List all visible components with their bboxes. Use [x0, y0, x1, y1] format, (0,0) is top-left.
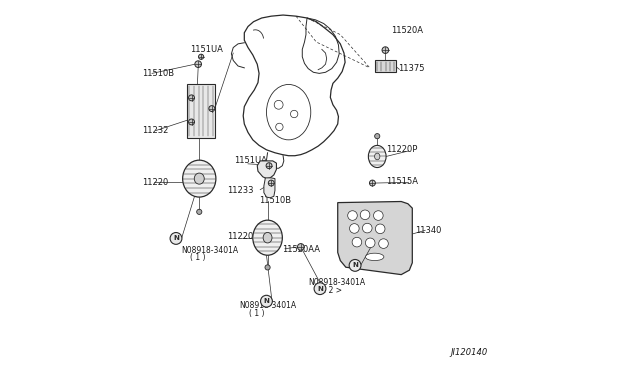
Text: 1151UA: 1151UA: [190, 45, 223, 54]
Text: N08918-3401A: N08918-3401A: [308, 278, 365, 287]
Text: N: N: [352, 262, 358, 268]
Circle shape: [362, 223, 372, 233]
Circle shape: [170, 232, 182, 244]
Text: < 2 >: < 2 >: [320, 286, 342, 295]
Circle shape: [195, 61, 202, 67]
Text: 11515A: 11515A: [387, 177, 419, 186]
Text: JI120140: JI120140: [451, 347, 488, 357]
Text: 11520AA: 11520AA: [282, 245, 321, 254]
Polygon shape: [264, 178, 275, 198]
Circle shape: [365, 238, 375, 248]
Circle shape: [314, 283, 326, 295]
Ellipse shape: [365, 253, 384, 260]
Circle shape: [266, 163, 272, 169]
Circle shape: [268, 180, 274, 186]
Circle shape: [298, 244, 304, 250]
Ellipse shape: [182, 160, 216, 197]
Text: 11220: 11220: [142, 178, 168, 187]
Text: 11340: 11340: [415, 226, 442, 235]
Ellipse shape: [263, 232, 272, 243]
Ellipse shape: [374, 153, 380, 160]
Circle shape: [382, 47, 388, 54]
Text: 11510B: 11510B: [142, 69, 174, 78]
Circle shape: [369, 180, 376, 186]
Circle shape: [376, 224, 385, 234]
Circle shape: [209, 106, 215, 112]
Circle shape: [349, 260, 361, 271]
Text: 11220: 11220: [227, 232, 253, 241]
Text: 11510B: 11510B: [259, 196, 291, 205]
Circle shape: [352, 237, 362, 247]
Circle shape: [189, 95, 195, 101]
Text: 11233: 11233: [227, 186, 253, 195]
Circle shape: [189, 119, 195, 125]
Text: N: N: [173, 235, 179, 241]
Polygon shape: [257, 161, 276, 179]
Text: N08918-3401A: N08918-3401A: [239, 301, 296, 311]
Text: N: N: [317, 286, 323, 292]
Text: 11520A: 11520A: [391, 26, 423, 35]
Circle shape: [374, 134, 380, 139]
Circle shape: [360, 210, 370, 219]
Ellipse shape: [253, 220, 282, 255]
Ellipse shape: [195, 173, 204, 184]
Text: N: N: [264, 298, 269, 304]
Text: 11220P: 11220P: [387, 145, 418, 154]
Circle shape: [349, 224, 359, 233]
Circle shape: [260, 295, 273, 307]
Circle shape: [379, 239, 388, 248]
Circle shape: [198, 54, 204, 60]
Text: ( 1 ): ( 1 ): [190, 253, 205, 263]
Circle shape: [265, 265, 270, 270]
FancyBboxPatch shape: [187, 84, 215, 138]
Polygon shape: [338, 202, 412, 275]
Text: 1151UA: 1151UA: [234, 156, 268, 166]
Circle shape: [196, 209, 202, 214]
Text: 11232: 11232: [142, 126, 168, 135]
FancyBboxPatch shape: [376, 61, 396, 72]
Text: ( 1 ): ( 1 ): [249, 309, 264, 318]
Text: N08918-3401A: N08918-3401A: [182, 246, 239, 255]
Ellipse shape: [369, 145, 386, 167]
Text: 11375: 11375: [398, 64, 425, 73]
Circle shape: [348, 211, 357, 220]
Circle shape: [374, 211, 383, 220]
